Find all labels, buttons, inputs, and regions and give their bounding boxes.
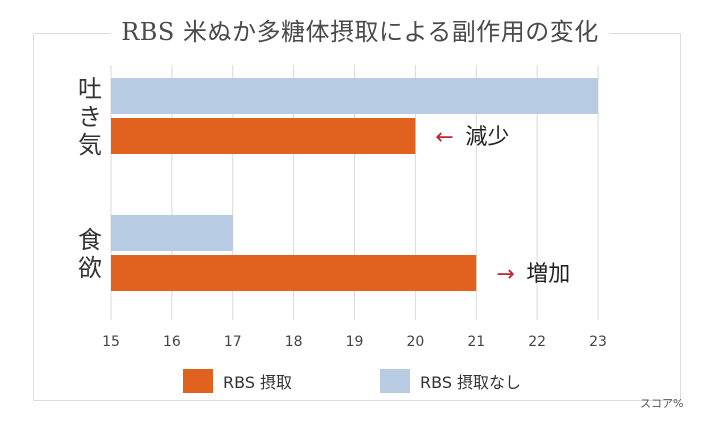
x-tick-label: 19 <box>346 334 364 350</box>
bar-rbs-no-intake-0 <box>111 78 598 114</box>
x-tick-label: 15 <box>102 334 120 350</box>
category-label: 吐き気 <box>78 75 102 159</box>
legend-label-rbs-intake: RBS 摂取 <box>223 373 293 392</box>
bar-rbs-no-intake-1 <box>111 215 233 251</box>
legend-label-rbs-no-intake: RBS 摂取なし <box>420 373 522 392</box>
unit-label: スコア% <box>640 397 684 410</box>
annotation-arrow: ← <box>435 125 453 150</box>
legend-swatch-rbs-intake <box>183 369 213 393</box>
x-tick-label: 21 <box>467 334 485 350</box>
x-tick-label: 22 <box>528 334 546 350</box>
annotation-text: 増加 <box>526 262 570 287</box>
bar-rbs-intake-0 <box>111 118 416 154</box>
x-tick-label: 17 <box>224 334 242 350</box>
chart-title-text: RBS 米ぬか多糖体摂取による副作用の変化 <box>111 18 609 46</box>
annotation-text: 減少 <box>465 125 509 150</box>
x-tick-label: 16 <box>163 334 181 350</box>
x-tick-label: 23 <box>589 334 607 350</box>
legend-item-rbs-intake: RBS 摂取 <box>183 366 292 396</box>
legend-swatch-rbs-no-intake <box>380 369 410 393</box>
x-tick-label: 18 <box>285 334 303 350</box>
chart-title: RBS 米ぬか多糖体摂取による副作用の変化 <box>0 12 720 47</box>
bar-rbs-intake-1 <box>111 255 477 291</box>
x-tick-label: 20 <box>406 334 424 350</box>
annotation-arrow: → <box>496 262 514 287</box>
legend-item-rbs-no-intake: RBS 摂取なし <box>380 366 521 396</box>
category-label: 食欲 <box>78 226 102 282</box>
